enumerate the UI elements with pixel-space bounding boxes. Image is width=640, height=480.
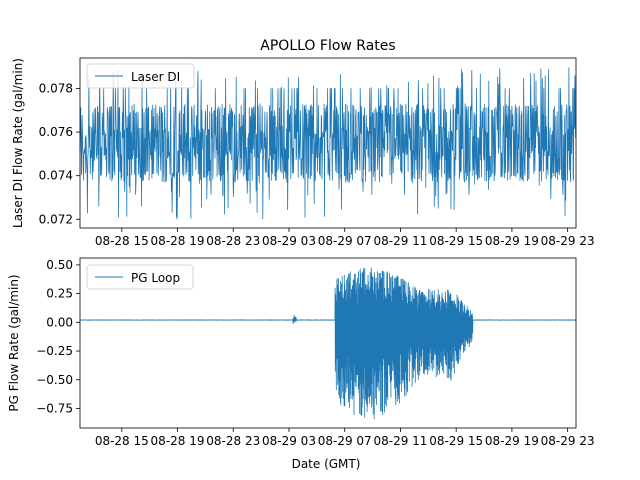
laser-di-y-tick-label: 0.076 <box>39 125 73 139</box>
laser-di-y-tick-label: 0.078 <box>39 82 73 96</box>
pg-loop-x-tick-label: 08-28 15 <box>95 434 149 448</box>
laser-di-legend: Laser DI <box>86 63 195 89</box>
laser-di-legend-box <box>86 63 195 89</box>
pg-loop-x-tick-label: 08-29 19 <box>485 434 539 448</box>
laser-di-x-tick-label: 08-29 03 <box>262 234 316 248</box>
laser-di-x-tick-label: 08-29 11 <box>373 234 427 248</box>
laser-di-x-tick-label: 08-29 07 <box>318 234 372 248</box>
laser-di-x-ticks: 08-28 15 08-28 19 08-28 23 08-29 03 08-29 07… <box>95 228 595 248</box>
pg-loop-x-tick-label: 08-28 19 <box>151 434 205 448</box>
laser-di-series-line <box>79 67 577 220</box>
pg-loop-x-tick-label: 08-29 03 <box>262 434 316 448</box>
pg-loop-axes-frame <box>79 257 577 429</box>
laser-di-series-group <box>79 67 577 220</box>
pg-loop-y-axis-label: PG Flow Rate (gal/min) <box>7 274 21 411</box>
pg-loop-series-group <box>79 267 577 420</box>
pg-loop-y-ticks: −0.75 −0.50 −0.25 0.00 0.25 0.50 <box>36 258 80 415</box>
laser-di-x-tick-label: 08-29 23 <box>541 234 595 248</box>
laser-di-y-tick-label: 0.072 <box>39 212 73 226</box>
pg-loop-x-tick-label: 08-29 23 <box>541 434 595 448</box>
pg-loop-x-tick-label: 08-28 23 <box>206 434 260 448</box>
pg-loop-x-tick-label: 08-29 07 <box>318 434 372 448</box>
laser-di-x-tick-label: 08-28 19 <box>151 234 205 248</box>
pg-loop-legend-box <box>86 264 194 290</box>
laser-di-x-tick-label: 08-29 15 <box>429 234 483 248</box>
pg-loop-x-tick-label: 08-29 15 <box>429 434 483 448</box>
pg-loop-y-tick-label: −0.50 <box>36 373 73 387</box>
laser-di-y-axis-label: Laser DI Flow Rate (gal/min) <box>11 58 25 228</box>
pg-loop-y-tick-label: 0.00 <box>46 315 73 329</box>
laser-di-x-tick-label: 08-29 19 <box>485 234 539 248</box>
pg-loop-series-line <box>79 267 577 420</box>
laser-di-axes-frame <box>79 57 577 229</box>
laser-di-y-tick-label: 0.074 <box>39 169 73 183</box>
pg-loop-panel: −0.75−0.50−0.250.000.250.50 08-28 15 08-2… <box>7 257 595 471</box>
chart-title: APOLLO Flow Rates <box>260 38 395 54</box>
pg-loop-x-ticks: 08-28 15 08-28 19 08-28 23 08-29 03 08-29 07… <box>95 428 595 448</box>
laser-di-legend-label: Laser DI <box>131 70 180 84</box>
pg-loop-legend-label: PG Loop <box>131 271 180 285</box>
laser-di-panel: APOLLO Flow Rates 0.072 0.074 0.076 0.078 0… <box>11 38 595 248</box>
x-axis-label: Date (GMT) <box>292 457 361 471</box>
pg-loop-y-tick-label: 0.50 <box>46 258 73 272</box>
pg-loop-y-tick-label: −0.25 <box>36 344 73 358</box>
pg-loop-legend: PG Loop <box>86 264 194 290</box>
laser-di-x-tick-label: 08-28 23 <box>206 234 260 248</box>
pg-loop-y-tick-label: 0.25 <box>46 287 73 301</box>
laser-di-x-tick-label: 08-28 15 <box>95 234 149 248</box>
laser-di-y-ticks: 0.072 0.074 0.076 0.078 <box>39 82 80 226</box>
pg-loop-x-tick-label: 08-29 11 <box>373 434 427 448</box>
pg-loop-y-tick-label: −0.75 <box>36 401 73 415</box>
